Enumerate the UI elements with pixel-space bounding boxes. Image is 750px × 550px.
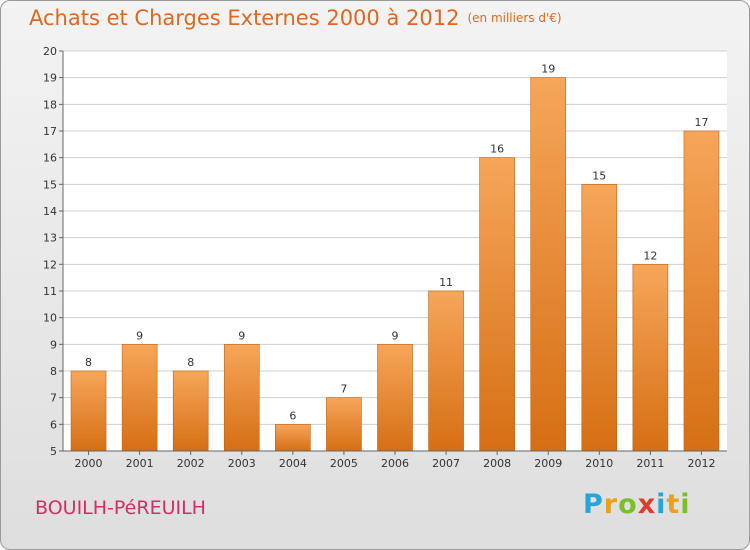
data-label: 8 xyxy=(85,356,92,369)
x-tick-label: 2008 xyxy=(483,457,511,470)
proxiti-logo: Proxiti xyxy=(583,489,691,520)
y-tick-label: 16 xyxy=(43,152,57,165)
x-tick-label: 2000 xyxy=(75,457,103,470)
chart-title: Achats et Charges Externes 2000 à 2012 (e… xyxy=(29,6,562,30)
data-label: 6 xyxy=(289,409,296,422)
x-tick-label: 2004 xyxy=(279,457,307,470)
data-label: 17 xyxy=(694,116,708,129)
bar xyxy=(275,424,311,452)
data-label: 11 xyxy=(439,276,453,289)
y-tick-label: 11 xyxy=(43,285,57,298)
y-tick-label: 17 xyxy=(43,125,57,138)
data-label: 12 xyxy=(643,249,657,262)
x-tick-label: 2012 xyxy=(687,457,715,470)
town-name: BOUILH-PéREUILH xyxy=(35,497,206,519)
y-tick-label: 6 xyxy=(50,418,57,431)
logo-letter: P xyxy=(583,489,604,520)
bar xyxy=(121,344,158,452)
bar xyxy=(581,184,618,452)
data-label: 9 xyxy=(136,329,143,342)
logo-letter: o xyxy=(618,489,638,520)
y-tick-label: 9 xyxy=(50,338,57,351)
x-tick-label: 2006 xyxy=(381,457,409,470)
y-tick-label: 12 xyxy=(43,258,57,271)
bar xyxy=(223,344,260,452)
bar xyxy=(172,370,209,452)
x-tick-label: 2007 xyxy=(432,457,460,470)
bar xyxy=(530,77,567,452)
bar xyxy=(479,157,515,452)
x-tick-label: 2001 xyxy=(126,457,154,470)
bar xyxy=(428,290,464,452)
x-tick-label: 2011 xyxy=(636,457,664,470)
y-tick-label: 10 xyxy=(43,312,57,325)
y-tick-label: 20 xyxy=(43,45,57,58)
y-tick-label: 13 xyxy=(43,232,57,245)
logo-letter: t xyxy=(666,489,681,520)
y-tick-label: 7 xyxy=(50,392,57,405)
y-tick-label: 19 xyxy=(43,72,57,85)
y-tick-label: 14 xyxy=(43,205,57,218)
x-tick-label: 2010 xyxy=(585,457,613,470)
data-label: 19 xyxy=(541,63,555,76)
x-tick-label: 2002 xyxy=(177,457,205,470)
axes: 5 6 7 8 9 10 11 12 13 14 15 16 17 18 19 20 2000 2001 2002 2… xyxy=(43,45,727,470)
y-tick-label: 18 xyxy=(43,98,57,111)
bar xyxy=(632,264,669,452)
bar xyxy=(326,397,362,452)
x-tick-label: 2003 xyxy=(228,457,256,470)
y-tick-label: 5 xyxy=(50,445,57,458)
data-label: 15 xyxy=(592,169,606,182)
x-tick-label: 2009 xyxy=(534,457,562,470)
logo-letter: r xyxy=(603,489,619,520)
chart-title-text: Achats et Charges Externes 2000 à 2012 xyxy=(29,6,460,30)
x-tick-label: 2005 xyxy=(330,457,358,470)
chart-unit: (en milliers d'€) xyxy=(467,11,562,25)
data-label: 9 xyxy=(392,329,399,342)
logo-letter: i xyxy=(680,489,691,520)
data-label: 7 xyxy=(340,383,347,396)
bars: 8 9 8 9 6 7 9 11 16 19 15 12 17 xyxy=(70,63,720,452)
bar xyxy=(377,344,413,452)
bar xyxy=(70,370,107,452)
logo-letter: i xyxy=(656,489,667,520)
data-label: 8 xyxy=(187,356,194,369)
data-label: 9 xyxy=(238,329,245,342)
bar xyxy=(683,130,720,452)
y-tick-label: 8 xyxy=(50,365,57,378)
y-tick-label: 15 xyxy=(43,178,57,191)
logo-letter: x xyxy=(637,489,657,520)
data-label: 16 xyxy=(490,143,504,156)
